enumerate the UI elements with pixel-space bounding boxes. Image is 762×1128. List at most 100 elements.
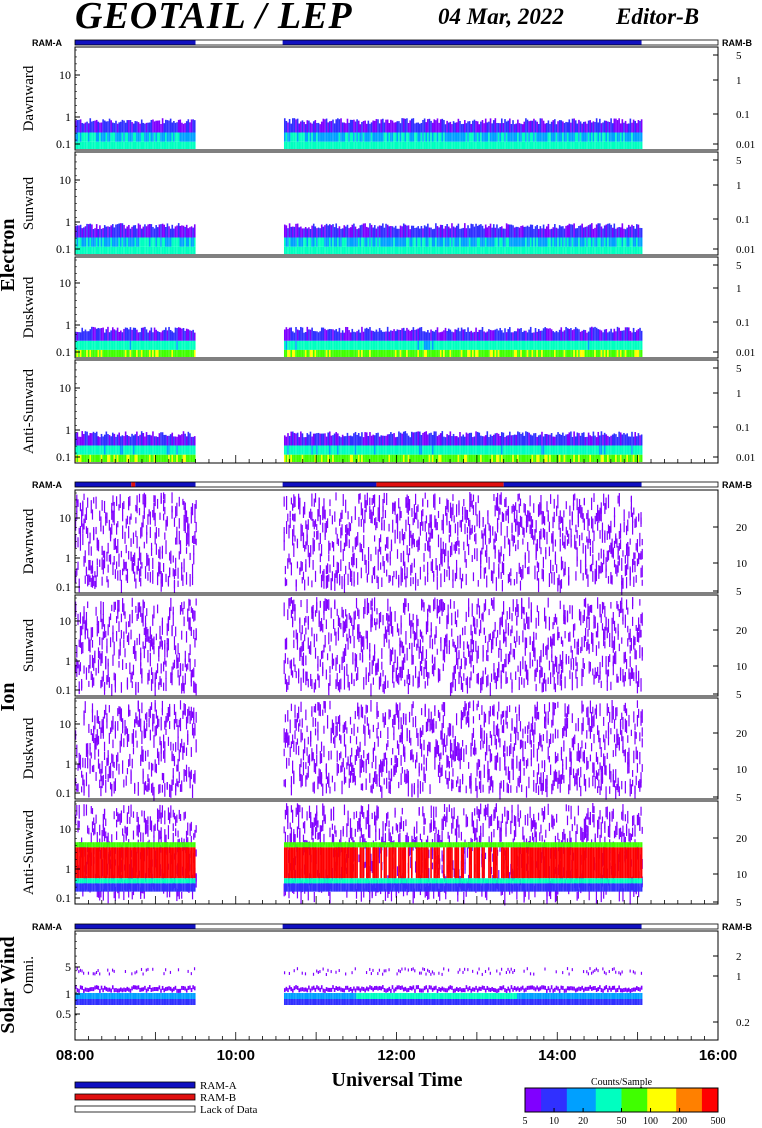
ion-streak — [159, 562, 161, 572]
spectrogram-column — [504, 328, 506, 341]
ion-streak — [307, 545, 309, 558]
spectrogram-column — [353, 433, 355, 446]
spectrogram-column — [156, 141, 159, 149]
spectrogram-column — [399, 349, 402, 357]
spectrogram-column — [325, 330, 328, 341]
spectrogram-column — [563, 445, 566, 455]
spectrogram-column — [338, 349, 341, 357]
spectrogram-column — [449, 454, 452, 462]
ion-streak — [484, 535, 487, 545]
ion-streak — [189, 552, 191, 561]
spectrogram-column — [552, 132, 555, 142]
spectrogram-column — [306, 433, 309, 446]
spectrogram-column — [586, 141, 588, 149]
spectrogram-column — [189, 246, 191, 254]
spectrogram-column — [108, 246, 111, 254]
spectrogram-column — [375, 349, 378, 357]
spectrogram-column — [298, 349, 301, 357]
spectrogram-column — [105, 329, 108, 341]
spectrogram-column — [431, 454, 434, 462]
spectrogram-column — [552, 454, 555, 462]
spectrogram-column — [513, 331, 516, 341]
spectrogram-column — [542, 141, 545, 149]
spectrogram-column — [78, 225, 80, 238]
spectrogram-column — [571, 330, 574, 341]
spectrogram-column — [552, 445, 555, 455]
spectrogram-column — [83, 340, 85, 350]
ion-streak — [562, 533, 564, 546]
ion-streak — [542, 569, 544, 582]
spectrogram-column — [378, 141, 381, 149]
spectrogram-column — [510, 124, 513, 133]
ion-streak — [333, 542, 335, 552]
spectrogram-column — [475, 349, 477, 357]
spectrogram-column — [328, 445, 331, 455]
spectrogram-column — [377, 432, 379, 446]
spectrogram-column — [452, 445, 455, 455]
ion-streak — [492, 570, 494, 584]
ion-streak — [405, 575, 407, 588]
spectrogram-column — [565, 326, 567, 341]
spectrogram-column — [563, 340, 566, 350]
spectrogram-column — [134, 225, 137, 238]
spectrogram-column — [541, 246, 543, 254]
spectrogram-column — [518, 445, 521, 455]
spectrogram-column — [534, 349, 537, 357]
ion-streak — [84, 514, 86, 524]
spectrogram-column — [353, 445, 355, 455]
ion-streak — [323, 498, 325, 508]
spectrogram-column — [640, 445, 643, 455]
ion-streak — [599, 565, 601, 574]
ion-streak — [488, 538, 490, 545]
spectrogram-column — [333, 433, 336, 446]
spectrogram-column — [547, 223, 550, 238]
ion-streak — [581, 507, 583, 515]
spectrogram-column — [113, 329, 116, 341]
ram-segment — [282, 482, 377, 487]
spectrogram-column — [560, 327, 563, 341]
spectrogram-column — [537, 123, 540, 133]
ion-streak — [529, 525, 531, 534]
spectrogram-column — [594, 237, 596, 247]
spectrogram-column — [359, 436, 362, 446]
ion-streak — [407, 502, 409, 515]
ion-streak — [371, 498, 373, 505]
spectrogram-column — [386, 237, 389, 247]
spectrogram-column — [309, 349, 312, 357]
spectrogram-column — [618, 340, 620, 350]
ion-streak — [365, 500, 367, 513]
spectrogram-column — [124, 141, 127, 149]
ion-streak — [445, 508, 447, 516]
spectrogram-column — [542, 445, 545, 455]
ion-streak — [528, 550, 530, 563]
spectrogram-column — [565, 141, 567, 149]
spectrogram-column — [378, 445, 381, 455]
spectrogram-column — [145, 122, 148, 133]
spectrogram-column — [91, 224, 93, 238]
spectrogram-column — [554, 237, 556, 247]
ion-streak — [337, 562, 340, 573]
ion-streak — [540, 547, 542, 555]
spectrogram-column — [398, 454, 400, 462]
spectrogram-column — [75, 445, 77, 455]
ion-streak — [372, 506, 374, 516]
ion-streak — [476, 514, 478, 527]
spectrogram-column — [298, 141, 301, 149]
spectrogram-column — [619, 141, 622, 149]
ion-streak — [135, 578, 137, 589]
spectrogram-column — [292, 246, 294, 254]
ion-streak — [95, 575, 97, 588]
spectrogram-column — [357, 340, 360, 350]
spectrogram-column — [587, 246, 590, 254]
spectrogram-column — [134, 454, 137, 462]
spectrogram-column — [578, 119, 580, 133]
spectrogram-column — [303, 445, 305, 455]
spectrogram-column — [584, 437, 587, 446]
ion-streak — [493, 562, 495, 574]
spectrogram-column — [475, 327, 477, 341]
ion-streak — [383, 561, 385, 573]
spectrogram-column — [634, 432, 637, 446]
spectrogram-column — [603, 246, 606, 254]
spectrogram-column — [174, 327, 177, 341]
